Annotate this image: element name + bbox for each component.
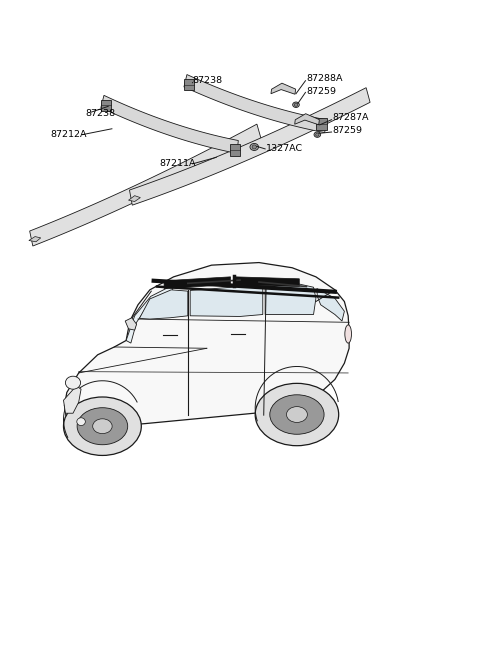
Text: 87288A: 87288A (306, 73, 343, 83)
Ellipse shape (316, 133, 319, 136)
Ellipse shape (252, 145, 256, 149)
Polygon shape (316, 119, 327, 130)
Polygon shape (295, 114, 319, 124)
Polygon shape (101, 96, 238, 153)
Polygon shape (164, 277, 230, 289)
Polygon shape (265, 284, 316, 314)
Text: 87211A: 87211A (159, 159, 196, 168)
Ellipse shape (93, 419, 112, 434)
Ellipse shape (314, 132, 321, 138)
Polygon shape (29, 236, 41, 242)
Text: 87287A: 87287A (333, 113, 369, 122)
Polygon shape (184, 75, 326, 132)
Polygon shape (129, 196, 140, 202)
Polygon shape (130, 88, 370, 205)
Polygon shape (317, 289, 344, 321)
Polygon shape (230, 144, 240, 156)
Ellipse shape (294, 103, 298, 106)
Text: 87212A: 87212A (50, 130, 87, 139)
Polygon shape (190, 287, 263, 316)
Ellipse shape (77, 407, 128, 445)
Polygon shape (183, 79, 194, 90)
Ellipse shape (65, 376, 81, 389)
Polygon shape (235, 277, 300, 287)
Text: 87259: 87259 (333, 126, 362, 134)
Ellipse shape (77, 418, 85, 426)
Ellipse shape (63, 397, 141, 455)
Polygon shape (125, 318, 137, 330)
Polygon shape (139, 290, 188, 319)
Text: 87238: 87238 (192, 76, 223, 85)
Ellipse shape (255, 383, 339, 445)
Polygon shape (271, 83, 296, 94)
Ellipse shape (250, 143, 259, 151)
Polygon shape (101, 100, 111, 111)
Polygon shape (63, 386, 81, 413)
Text: 87238: 87238 (86, 109, 116, 118)
Ellipse shape (345, 325, 351, 343)
Ellipse shape (293, 102, 300, 107)
Polygon shape (126, 286, 174, 343)
Ellipse shape (270, 395, 324, 434)
Polygon shape (30, 124, 261, 246)
Text: 87259: 87259 (306, 86, 336, 96)
Ellipse shape (287, 407, 307, 422)
Polygon shape (64, 263, 349, 438)
Text: 1327AC: 1327AC (266, 144, 303, 153)
